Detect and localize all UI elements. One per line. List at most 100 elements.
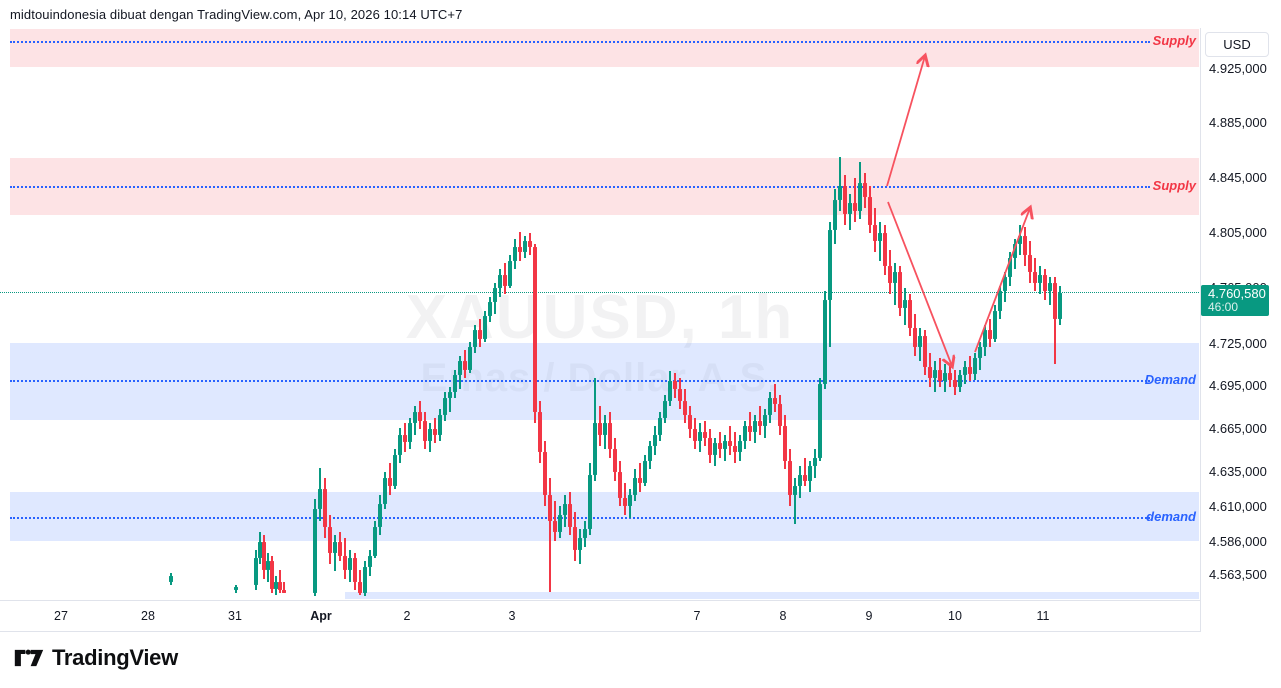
candle-body bbox=[353, 558, 357, 582]
candle-body bbox=[713, 443, 717, 455]
price-axis-label: 4.665,000 bbox=[1209, 420, 1267, 436]
candle-body bbox=[270, 561, 274, 589]
candle-body bbox=[743, 426, 747, 441]
last-price-value: 4.760,580 bbox=[1208, 286, 1266, 302]
candle-wick bbox=[794, 477, 796, 524]
candle-body bbox=[328, 526, 332, 553]
candle-body bbox=[753, 420, 757, 432]
candle-body bbox=[833, 199, 837, 231]
candle-body bbox=[418, 412, 422, 421]
bar-countdown: 46:00 bbox=[1208, 300, 1239, 315]
candle-body bbox=[983, 330, 987, 348]
last-price-badge: 4.760,580 46:00 bbox=[1201, 285, 1269, 317]
candle-body bbox=[338, 542, 342, 556]
candle-body bbox=[583, 529, 587, 539]
candle-body bbox=[828, 230, 832, 300]
candle-body bbox=[638, 477, 642, 484]
price-axis-label: 4.610,000 bbox=[1209, 499, 1267, 515]
tradingview-logo[interactable]: TradingView bbox=[14, 645, 178, 671]
candle-body bbox=[1003, 277, 1007, 292]
candle-body bbox=[663, 400, 667, 418]
candle-body bbox=[508, 260, 512, 286]
candle-body bbox=[598, 423, 602, 435]
candle-body bbox=[913, 327, 917, 348]
trend-arrow[interactable] bbox=[974, 208, 1030, 353]
candle-body bbox=[693, 429, 697, 441]
candle-body bbox=[234, 587, 238, 591]
candle-body bbox=[563, 503, 567, 516]
candle-body bbox=[898, 271, 902, 308]
candle-body bbox=[818, 383, 822, 458]
candle-body bbox=[943, 372, 947, 381]
candle-body bbox=[368, 555, 372, 568]
candle-body bbox=[1013, 244, 1017, 258]
price-axis-label: 4.845,000 bbox=[1209, 169, 1267, 185]
time-axis-label: 28 bbox=[141, 609, 155, 623]
candle-body bbox=[643, 460, 647, 484]
candle-body bbox=[518, 246, 522, 253]
candle-body bbox=[633, 477, 637, 495]
trend-arrows-layer bbox=[886, 28, 1200, 600]
time-axis-label: 2 bbox=[403, 609, 411, 623]
candle-body bbox=[553, 520, 557, 533]
candle-body bbox=[1023, 235, 1027, 256]
candle-body bbox=[888, 266, 892, 283]
price-axis[interactable]: USD 4.760,580 46:00 4.925,000 4.885,000 4.… bbox=[1200, 28, 1281, 632]
time-axis-label: 9 bbox=[865, 609, 873, 623]
candle-body bbox=[274, 581, 278, 589]
demand-zone bbox=[10, 492, 1199, 542]
candle-body bbox=[963, 366, 967, 376]
candle-body bbox=[423, 420, 427, 441]
attribution-text: midtouindonesia dibuat dengan TradingVie… bbox=[10, 7, 463, 22]
candle-body bbox=[933, 369, 937, 379]
candle-body bbox=[408, 423, 412, 442]
candle-body bbox=[1043, 274, 1047, 292]
candle-body bbox=[863, 183, 867, 198]
time-axis[interactable]: 27 28 31 Apr 2 3 7 8 9 10 11 bbox=[0, 600, 1200, 632]
candle-body bbox=[523, 241, 527, 253]
candle-body bbox=[543, 451, 547, 495]
candle-body bbox=[403, 434, 407, 442]
candle-body bbox=[708, 437, 712, 455]
candle-body bbox=[363, 567, 367, 594]
candle-body bbox=[343, 555, 347, 571]
candle-body bbox=[648, 446, 652, 461]
candle-body bbox=[398, 434, 402, 455]
candle-body bbox=[673, 380, 677, 390]
price-axis-label: 4.586,000 bbox=[1209, 534, 1267, 550]
price-axis-label: 4.805,000 bbox=[1209, 224, 1267, 240]
candle-body bbox=[938, 369, 942, 381]
candle-wick bbox=[854, 177, 856, 222]
candle-body bbox=[503, 274, 507, 286]
candle-body bbox=[893, 271, 897, 283]
currency-toggle-button[interactable]: USD bbox=[1205, 32, 1269, 57]
candle-body bbox=[628, 494, 632, 507]
candle-body bbox=[738, 440, 742, 452]
candle-body bbox=[763, 414, 767, 427]
candle-body bbox=[918, 335, 922, 348]
time-axis-label: 7 bbox=[693, 609, 701, 623]
candle-body bbox=[953, 379, 957, 387]
supply-zone-midline bbox=[10, 185, 1150, 188]
candle-body bbox=[948, 372, 952, 380]
candle-body bbox=[908, 299, 912, 328]
candle-body bbox=[473, 330, 477, 348]
candle-body bbox=[658, 417, 662, 435]
candle-body bbox=[843, 186, 847, 214]
candle-body bbox=[513, 246, 517, 261]
chart-plot-area[interactable]: XAUUSD, 1h Emas / Dollar A.S. SupplySupp… bbox=[0, 28, 1200, 600]
candle-body bbox=[928, 366, 932, 379]
demand-zone bbox=[345, 591, 1199, 600]
candle-body bbox=[783, 426, 787, 461]
tradingview-logo-text: TradingView bbox=[52, 645, 178, 670]
candle-body bbox=[993, 310, 997, 339]
candle-body bbox=[568, 503, 572, 527]
candle-body bbox=[333, 542, 337, 553]
candle-body bbox=[883, 232, 887, 267]
trend-arrow[interactable] bbox=[887, 201, 952, 366]
candle-body bbox=[1053, 282, 1057, 320]
trend-arrow[interactable] bbox=[886, 56, 925, 187]
candle-body bbox=[323, 489, 327, 527]
candle-wick bbox=[1049, 277, 1051, 306]
candle-body bbox=[1028, 255, 1032, 272]
